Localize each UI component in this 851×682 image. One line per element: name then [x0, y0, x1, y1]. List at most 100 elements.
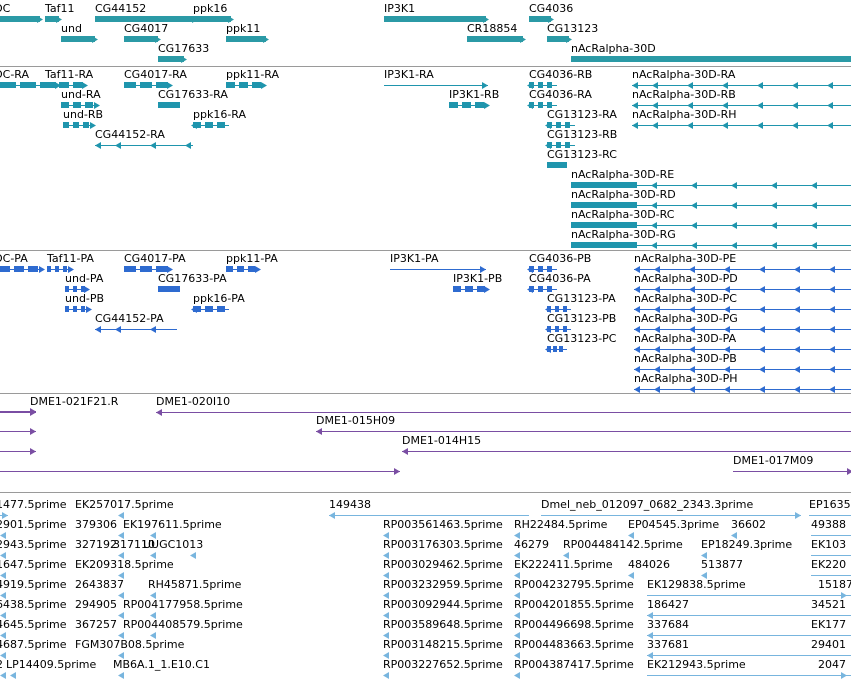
arrow-left-icon: [545, 326, 551, 333]
arrow-left-icon: [654, 266, 660, 273]
feature-bar: [226, 36, 266, 42]
feature-label: ppk11-RA: [226, 68, 280, 81]
feature-line: [571, 225, 851, 226]
exon-block: [477, 286, 485, 292]
arrow-left-icon: [150, 326, 156, 333]
feature-bar: [193, 16, 231, 22]
arrow-left-icon: [731, 222, 737, 229]
arrow-right-icon: [39, 266, 45, 273]
exon-block: [45, 82, 55, 88]
arrow-left-icon: [654, 326, 660, 333]
exon-block: [65, 306, 69, 312]
exon-block: [547, 102, 552, 108]
track-separator: [0, 66, 851, 67]
feature-line: [0, 471, 400, 472]
arrow-right-icon: [482, 82, 488, 89]
feature-line: [547, 145, 575, 146]
arrow-left-icon: [634, 386, 640, 393]
feature-line: [632, 125, 851, 126]
exon-block: [248, 266, 255, 272]
arrow-left-icon: [514, 652, 520, 659]
arrow-left-icon: [514, 632, 520, 639]
arrow-left-icon: [701, 552, 707, 559]
feature-label: EK222411.5prime: [514, 558, 613, 571]
feature-label: 4919.5prime: [0, 578, 67, 591]
transcript-track: OC-RA Taf11-RA CG4017-RA ppk11-RA IP3K1-RA CG…: [0, 67, 851, 250]
arrow-left-icon: [731, 182, 737, 189]
arrow-right-icon: [566, 35, 572, 43]
feature-label: EP04545.3prime: [628, 518, 720, 531]
arrow-left-icon: [0, 532, 6, 539]
feature-line: [95, 329, 177, 330]
arrow-left-icon: [722, 122, 728, 129]
feature-label: CG4036-PA: [529, 272, 591, 285]
arrow-left-icon: [651, 222, 657, 229]
feature-label: RP004408579.5prime: [123, 618, 243, 631]
exon-block: [563, 306, 567, 312]
arrow-left-icon: [545, 306, 551, 313]
arrow-left-icon: [118, 612, 124, 619]
arrow-left-icon: [731, 202, 737, 209]
feature-label: IP3K1-PA: [390, 252, 439, 265]
arrow-left-icon: [0, 592, 6, 599]
arrow-left-icon: [118, 512, 124, 519]
arrow-left-icon: [652, 102, 658, 109]
feature-label: 2047: [818, 658, 846, 671]
feature-label: CG13123-RC: [547, 148, 617, 161]
feature-label: CR18854: [467, 22, 518, 35]
feature-label: 1477.5prime: [0, 498, 67, 511]
arrow-left-icon: [724, 346, 730, 353]
arrow-left-icon: [701, 572, 707, 579]
arrow-left-icon: [687, 82, 693, 89]
feature-label: nAcRalpha-30D-RD: [571, 188, 676, 201]
feature-label: CG44152-RA: [95, 128, 165, 141]
feature-line: [818, 595, 851, 596]
arrow-left-icon: [771, 242, 777, 249]
feature-label: RP003029462.5prime: [383, 558, 503, 571]
arrow-right-icon: [255, 266, 261, 273]
feature-label: CG4036-RA: [529, 88, 592, 101]
feature-line: [634, 289, 851, 290]
feature-line: [390, 269, 486, 270]
arrow-left-icon: [687, 122, 693, 129]
feature-label: EK220: [811, 558, 847, 571]
feature-label: IP3K1-PB: [453, 272, 503, 285]
arrow-left-icon: [654, 346, 660, 353]
arrow-left-icon: [724, 306, 730, 313]
feature-label: IP3K1: [384, 2, 416, 15]
arrow-right-icon: [480, 266, 486, 273]
exon-block: [559, 346, 563, 352]
feature-bar: [547, 162, 567, 168]
exon-block: [217, 122, 225, 128]
exon-block: [475, 102, 484, 108]
feature-label: IP3K1-RB: [449, 88, 500, 101]
exon-block: [217, 306, 225, 312]
feature-label: CG17633: [158, 42, 210, 55]
arrow-left-icon: [0, 652, 6, 659]
feature-label: RP003092944.5prime: [383, 598, 503, 611]
arrow-left-icon: [0, 672, 6, 679]
arrow-left-icon: [402, 448, 408, 455]
arrow-right-icon: [56, 15, 62, 23]
arrow-left-icon: [634, 286, 640, 293]
arrow-left-icon: [794, 266, 800, 273]
feature-label: und-RA: [61, 88, 101, 101]
arrow-left-icon: [691, 222, 697, 229]
arrow-left-icon: [527, 82, 533, 89]
feature-line: [811, 635, 851, 636]
feature-line: [811, 535, 851, 536]
exon-block: [124, 82, 136, 88]
feature-label: ppk16-PA: [193, 292, 245, 305]
feature-line: [811, 555, 851, 556]
feature-label: nAcRalpha-30D-RB: [632, 88, 736, 101]
arrow-left-icon: [759, 266, 765, 273]
feature-label: LP14409.5prime: [6, 658, 97, 671]
feature-line: [632, 105, 851, 106]
feature-label: IP3K1-RA: [384, 68, 434, 81]
clone-track: DME1-021F21.R DME1-020I10 DME1-015H09 DME1-…: [0, 394, 851, 492]
feature-label: CG13123-PC: [547, 332, 617, 345]
arrow-right-icon: [86, 306, 92, 313]
feature-label: CG13123-PB: [547, 312, 617, 325]
arrow-right-icon: [68, 266, 74, 273]
arrow-left-icon: [794, 326, 800, 333]
